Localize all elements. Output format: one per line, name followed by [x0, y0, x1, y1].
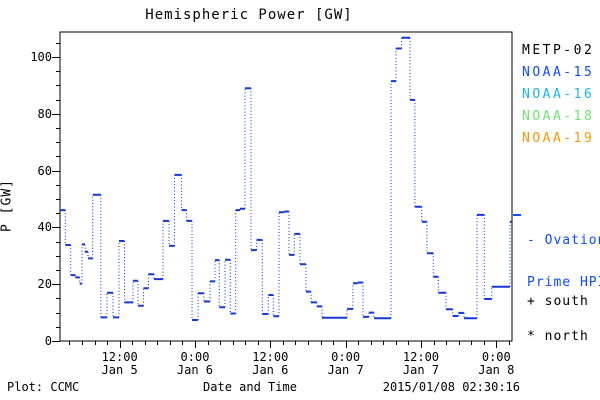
- y-tick-label: 80: [37, 106, 52, 121]
- x-axis-title: Date and Time: [203, 380, 297, 394]
- footer-timestamp: 2015/01/08 02:30:16: [382, 380, 520, 394]
- legend-satellite-noaa-18: NOAA-18: [522, 109, 595, 124]
- y-tick-label: 60: [37, 163, 52, 178]
- y-tick-label: 40: [37, 220, 52, 235]
- plot-path: [60, 36, 512, 321]
- y-tick-label: 100: [30, 49, 52, 64]
- y-tick-label: 0: [44, 334, 52, 348]
- y-tick-label: 20: [37, 277, 52, 292]
- legend-satellite-metp-02: METP-02: [522, 43, 595, 58]
- footer-plot-source: Plot: CCMC: [7, 380, 80, 394]
- x-tick-label: 0:00 Jan 6: [176, 350, 214, 377]
- plot-path: [52, 43, 60, 342]
- x-tick-label: 12:00 Jan 6: [252, 350, 289, 377]
- legend-marker-south: + south: [527, 294, 589, 309]
- plot-path: [59, 31, 513, 342]
- legend-satellite-noaa-15: NOAA-15: [522, 65, 595, 80]
- legend-ovation-label: - Ovation Prime HPI: [527, 206, 600, 318]
- legend-marker-north: * north: [527, 329, 589, 344]
- chart-title: Hemispheric Power [GW]: [145, 7, 353, 23]
- x-tick-label: 0:00 Jan 7: [327, 350, 364, 377]
- x-tick-label: 0:00 Jan 8: [478, 350, 515, 377]
- plot-path: [64, 37, 511, 320]
- y-axis-label: P [GW]: [0, 179, 15, 232]
- legend-satellite-noaa-16: NOAA-16: [522, 87, 595, 102]
- x-tick-label: 12:00 Jan 7: [402, 350, 440, 377]
- x-tick-label: 12:00 Jan 5: [101, 350, 138, 377]
- legend-ovation-line1: - Ovation: [527, 233, 600, 248]
- plot-path: [69, 341, 510, 348]
- legend-ovation-line2: Prime HPI: [527, 275, 600, 290]
- legend-satellite-noaa-19: NOAA-19: [522, 131, 595, 146]
